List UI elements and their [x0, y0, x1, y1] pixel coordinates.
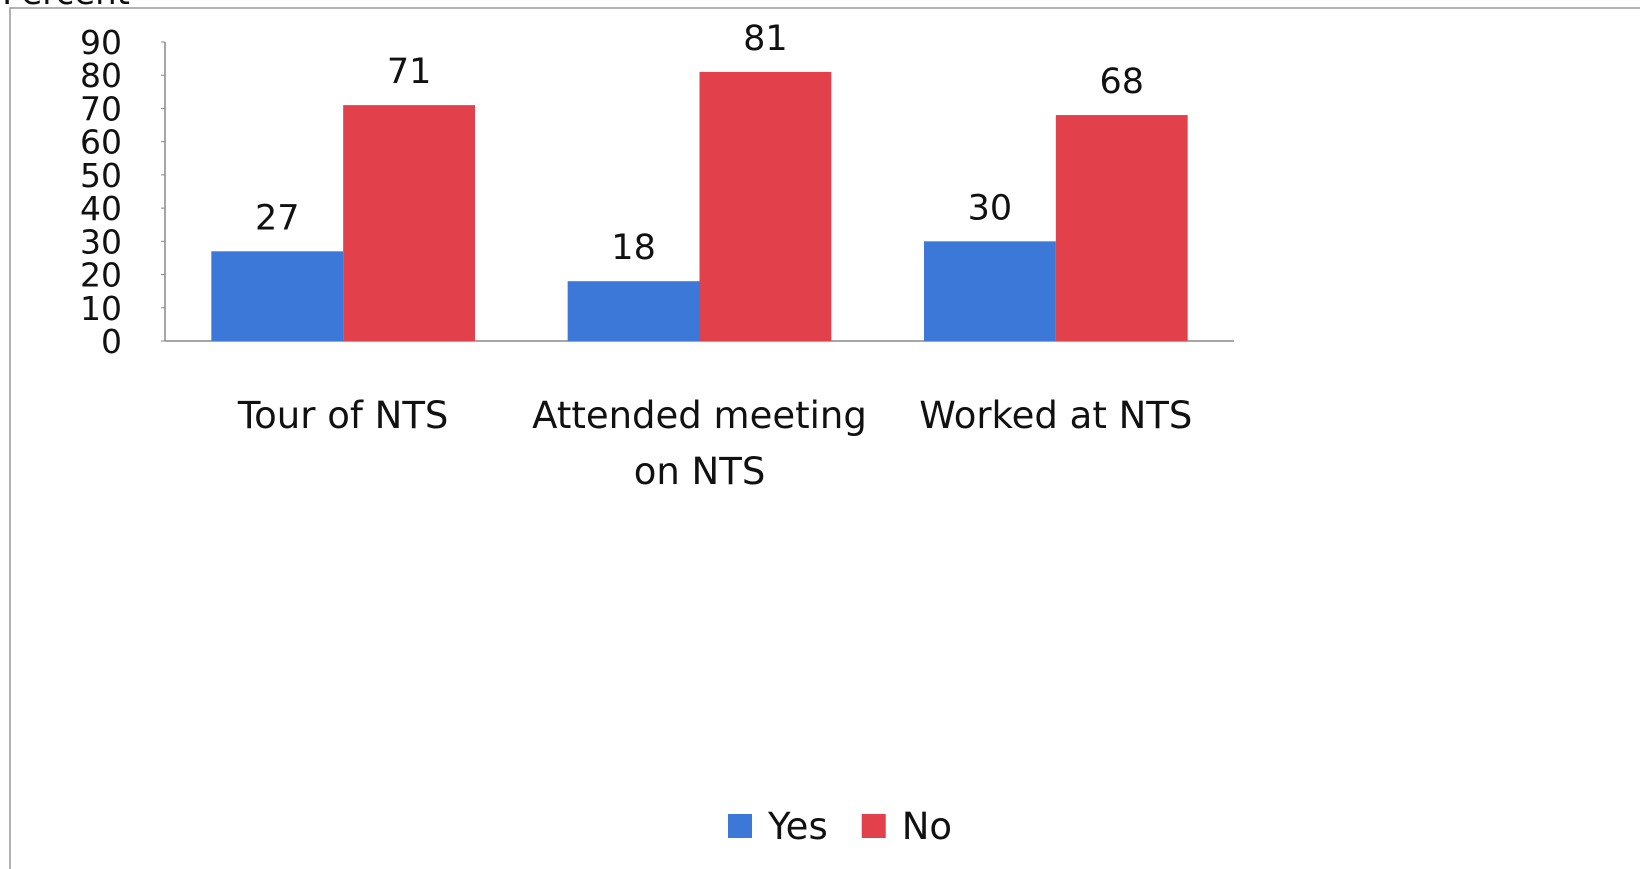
- bar: [343, 105, 476, 341]
- legend-swatch: [728, 814, 752, 838]
- x-tick-label: Attended meeting on NTS: [532, 394, 867, 493]
- y-tick-label: 90: [80, 23, 122, 62]
- y-tick-label: 70: [80, 89, 122, 128]
- y-tick-label: 80: [80, 56, 122, 95]
- bar: [699, 71, 832, 342]
- x-tick-label: Worked at NTS: [919, 394, 1193, 437]
- legend-label: Yes: [767, 805, 828, 848]
- x-tick-label: Tour of NTS: [237, 394, 449, 437]
- y-tick-label: 20: [80, 256, 122, 295]
- bar: [1055, 115, 1188, 341]
- legend-label: No: [902, 805, 952, 848]
- data-label: 18: [611, 228, 656, 268]
- y-tick-label: 50: [80, 156, 122, 195]
- data-label: 27: [255, 198, 300, 238]
- y-tick-label: 0: [101, 322, 122, 361]
- y-tick-label: 10: [80, 289, 122, 328]
- data-label: 81: [743, 19, 788, 59]
- y-axis-label: Percent: [2, 0, 130, 13]
- bar: [211, 251, 344, 341]
- y-tick-label: 40: [80, 189, 122, 228]
- data-label: 71: [387, 52, 432, 92]
- bar: [923, 241, 1056, 341]
- bar: [567, 281, 700, 341]
- y-tick-label: 60: [80, 123, 122, 162]
- legend-swatch: [861, 814, 886, 838]
- data-label: 68: [1099, 62, 1144, 102]
- y-tick-label: 30: [80, 222, 122, 261]
- data-label: 30: [968, 188, 1013, 228]
- chart-border: [9, 7, 1640, 869]
